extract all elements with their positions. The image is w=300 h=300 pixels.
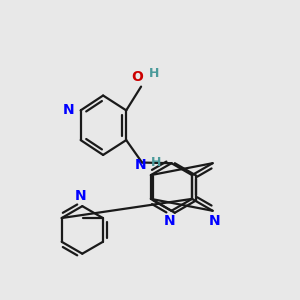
Text: N: N bbox=[135, 158, 146, 172]
Text: O: O bbox=[131, 70, 143, 84]
Text: N: N bbox=[62, 103, 74, 117]
Text: N: N bbox=[164, 214, 176, 228]
Text: H: H bbox=[148, 67, 159, 80]
Text: H: H bbox=[151, 156, 161, 169]
Text: N: N bbox=[208, 214, 220, 228]
Text: N: N bbox=[75, 189, 86, 203]
